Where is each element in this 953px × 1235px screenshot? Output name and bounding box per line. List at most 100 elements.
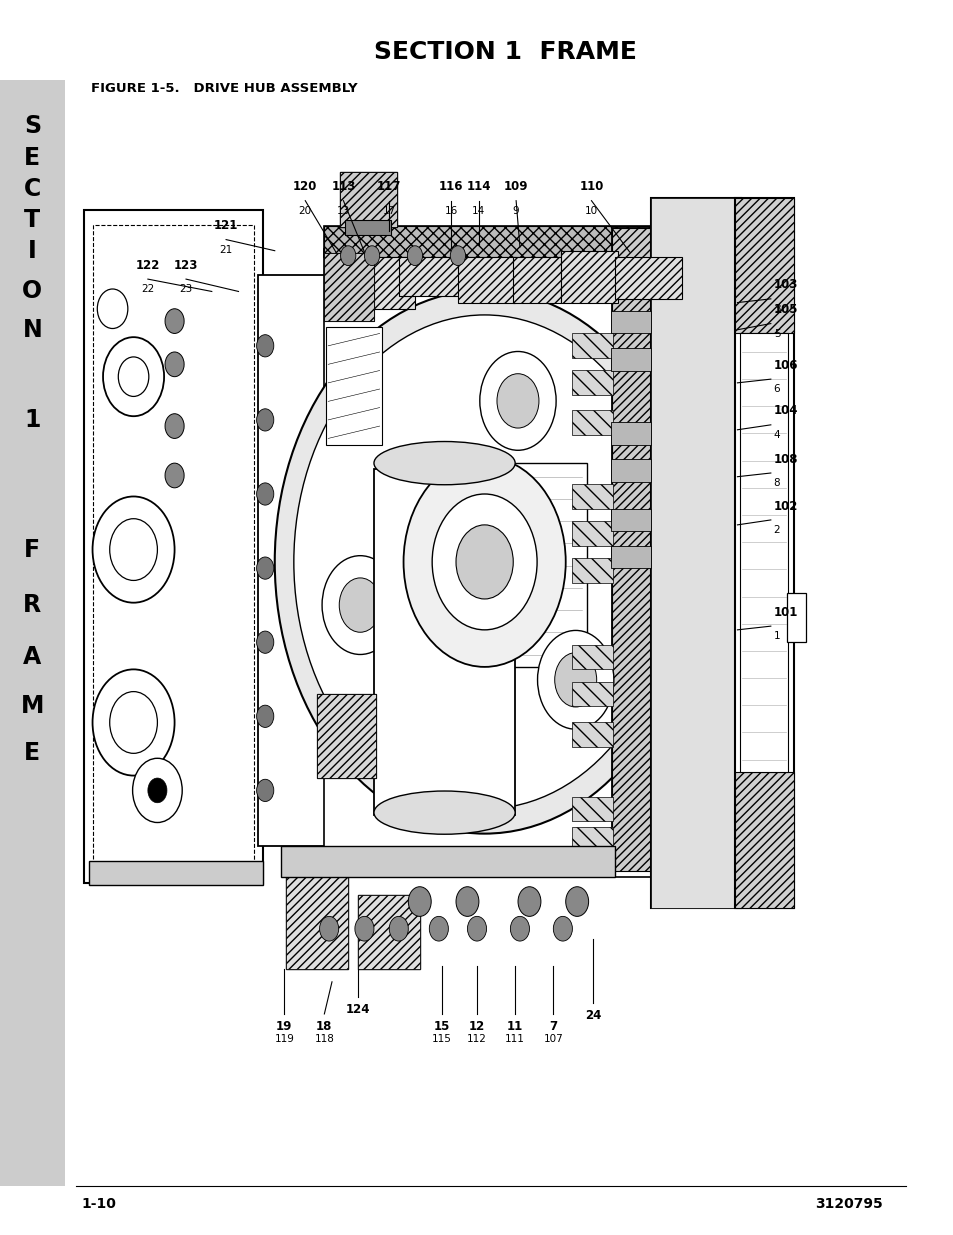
Bar bbox=[572, 370, 613, 395]
Bar bbox=[572, 558, 613, 583]
Circle shape bbox=[97, 289, 128, 329]
Text: 5: 5 bbox=[773, 329, 780, 338]
Circle shape bbox=[517, 887, 540, 916]
Text: 104: 104 bbox=[773, 404, 798, 417]
Circle shape bbox=[165, 352, 184, 377]
Bar bbox=[572, 333, 613, 358]
Text: 1: 1 bbox=[773, 631, 780, 641]
Text: 105: 105 bbox=[773, 303, 798, 316]
Circle shape bbox=[256, 483, 274, 505]
Text: 101: 101 bbox=[773, 605, 798, 619]
Text: SECTION 1  FRAME: SECTION 1 FRAME bbox=[374, 40, 637, 64]
Text: 117: 117 bbox=[376, 180, 401, 193]
Text: 23: 23 bbox=[179, 284, 193, 294]
Text: 8: 8 bbox=[773, 478, 780, 488]
Bar bbox=[572, 484, 613, 509]
Bar bbox=[381, 463, 586, 667]
Text: 3: 3 bbox=[773, 304, 780, 314]
Bar bbox=[345, 220, 391, 235]
Bar bbox=[610, 311, 650, 333]
Bar bbox=[84, 210, 263, 883]
Circle shape bbox=[479, 352, 556, 451]
Bar bbox=[572, 827, 613, 852]
Circle shape bbox=[92, 669, 174, 776]
Text: E: E bbox=[25, 146, 40, 170]
Text: 9: 9 bbox=[513, 206, 518, 216]
Bar bbox=[324, 253, 374, 321]
Text: 118: 118 bbox=[314, 1034, 334, 1044]
Circle shape bbox=[256, 705, 274, 727]
Bar bbox=[650, 198, 740, 908]
Bar bbox=[572, 682, 613, 706]
Text: 123: 123 bbox=[173, 258, 198, 272]
Text: 10: 10 bbox=[584, 206, 598, 216]
Text: N: N bbox=[23, 317, 42, 342]
Bar bbox=[560, 251, 618, 303]
Circle shape bbox=[407, 246, 422, 266]
Circle shape bbox=[554, 652, 596, 706]
Bar bbox=[572, 722, 613, 747]
Bar bbox=[610, 422, 650, 445]
Bar bbox=[0, 80, 65, 1186]
Bar bbox=[734, 772, 793, 908]
Text: 4: 4 bbox=[773, 430, 780, 440]
Text: 119: 119 bbox=[274, 1034, 294, 1044]
Circle shape bbox=[340, 246, 355, 266]
Circle shape bbox=[165, 414, 184, 438]
Bar bbox=[398, 257, 460, 296]
Text: 106: 106 bbox=[773, 358, 798, 372]
Text: 16: 16 bbox=[444, 206, 457, 216]
Circle shape bbox=[256, 335, 274, 357]
Bar bbox=[612, 228, 658, 871]
Text: 121: 121 bbox=[213, 219, 238, 232]
Bar bbox=[316, 694, 375, 778]
Bar bbox=[612, 228, 658, 871]
Circle shape bbox=[274, 290, 694, 834]
Bar bbox=[610, 348, 650, 370]
Bar bbox=[316, 694, 375, 778]
Circle shape bbox=[456, 887, 478, 916]
Bar bbox=[650, 198, 740, 908]
Text: 18: 18 bbox=[315, 1020, 333, 1034]
Text: 113: 113 bbox=[331, 180, 355, 193]
Bar bbox=[257, 275, 326, 846]
Bar bbox=[324, 226, 684, 257]
Text: 1-10: 1-10 bbox=[81, 1197, 116, 1212]
Bar bbox=[324, 249, 684, 877]
Text: 122: 122 bbox=[135, 258, 160, 272]
Bar bbox=[286, 871, 348, 969]
Text: 124: 124 bbox=[345, 1003, 370, 1016]
Bar bbox=[786, 593, 805, 642]
Text: 7: 7 bbox=[549, 1020, 557, 1034]
Circle shape bbox=[364, 246, 379, 266]
Text: 11: 11 bbox=[506, 1020, 523, 1034]
Circle shape bbox=[432, 494, 537, 630]
Bar bbox=[615, 257, 681, 299]
Circle shape bbox=[256, 557, 274, 579]
Circle shape bbox=[256, 631, 274, 653]
Circle shape bbox=[408, 887, 431, 916]
Bar bbox=[324, 226, 684, 257]
Circle shape bbox=[92, 496, 174, 603]
Bar bbox=[339, 172, 396, 227]
Ellipse shape bbox=[374, 442, 515, 485]
Text: 116: 116 bbox=[438, 180, 463, 193]
Circle shape bbox=[132, 758, 182, 823]
Bar bbox=[734, 198, 793, 333]
Text: 102: 102 bbox=[773, 499, 798, 513]
Text: 109: 109 bbox=[503, 180, 528, 193]
Circle shape bbox=[148, 778, 167, 803]
Bar bbox=[357, 895, 419, 969]
Bar bbox=[281, 846, 615, 877]
Circle shape bbox=[467, 916, 486, 941]
Circle shape bbox=[389, 916, 408, 941]
Text: 115: 115 bbox=[432, 1034, 451, 1044]
Text: A: A bbox=[23, 645, 42, 669]
Bar bbox=[513, 257, 560, 303]
Bar bbox=[326, 327, 381, 445]
Bar bbox=[572, 797, 613, 821]
Bar bbox=[457, 257, 515, 303]
Bar bbox=[89, 861, 263, 885]
Bar bbox=[572, 410, 613, 435]
Circle shape bbox=[256, 409, 274, 431]
